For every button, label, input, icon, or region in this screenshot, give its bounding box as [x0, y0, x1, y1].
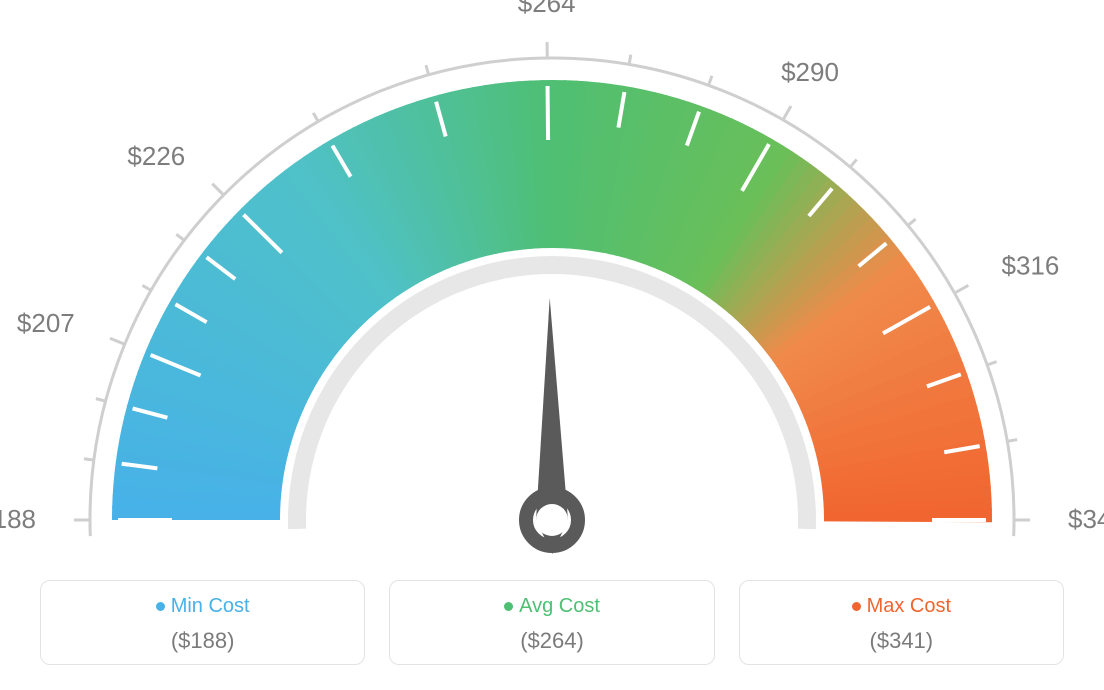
avg-cost-value: ($264): [390, 628, 713, 654]
svg-text:$226: $226: [127, 141, 185, 171]
avg-cost-label: Avg Cost: [519, 595, 600, 617]
max-cost-title: Max Cost: [740, 595, 1063, 618]
svg-text:$264: $264: [518, 0, 576, 18]
max-cost-label: Max Cost: [867, 595, 951, 617]
min-cost-label: Min Cost: [171, 595, 250, 617]
min-cost-title: Min Cost: [41, 595, 364, 618]
min-cost-card: Min Cost ($188): [40, 580, 365, 665]
gauge-chart: $188 $207 $226 $264 $290 $316 $341: [0, 0, 1104, 580]
avg-dot-icon: [504, 602, 513, 611]
max-cost-card: Max Cost ($341): [739, 580, 1064, 665]
svg-text:$316: $316: [1001, 251, 1059, 281]
max-dot-icon: [852, 602, 861, 611]
min-cost-value: ($188): [41, 628, 364, 654]
svg-text:$207: $207: [17, 308, 75, 338]
min-dot-icon: [156, 602, 165, 611]
avg-cost-card: Avg Cost ($264): [389, 580, 714, 665]
svg-text:$341: $341: [1068, 504, 1104, 534]
max-cost-value: ($341): [740, 628, 1063, 654]
summary-cards: Min Cost ($188) Avg Cost ($264) Max Cost…: [40, 580, 1064, 665]
svg-text:$188: $188: [0, 504, 36, 534]
svg-text:$290: $290: [781, 57, 839, 87]
avg-cost-title: Avg Cost: [390, 595, 713, 618]
